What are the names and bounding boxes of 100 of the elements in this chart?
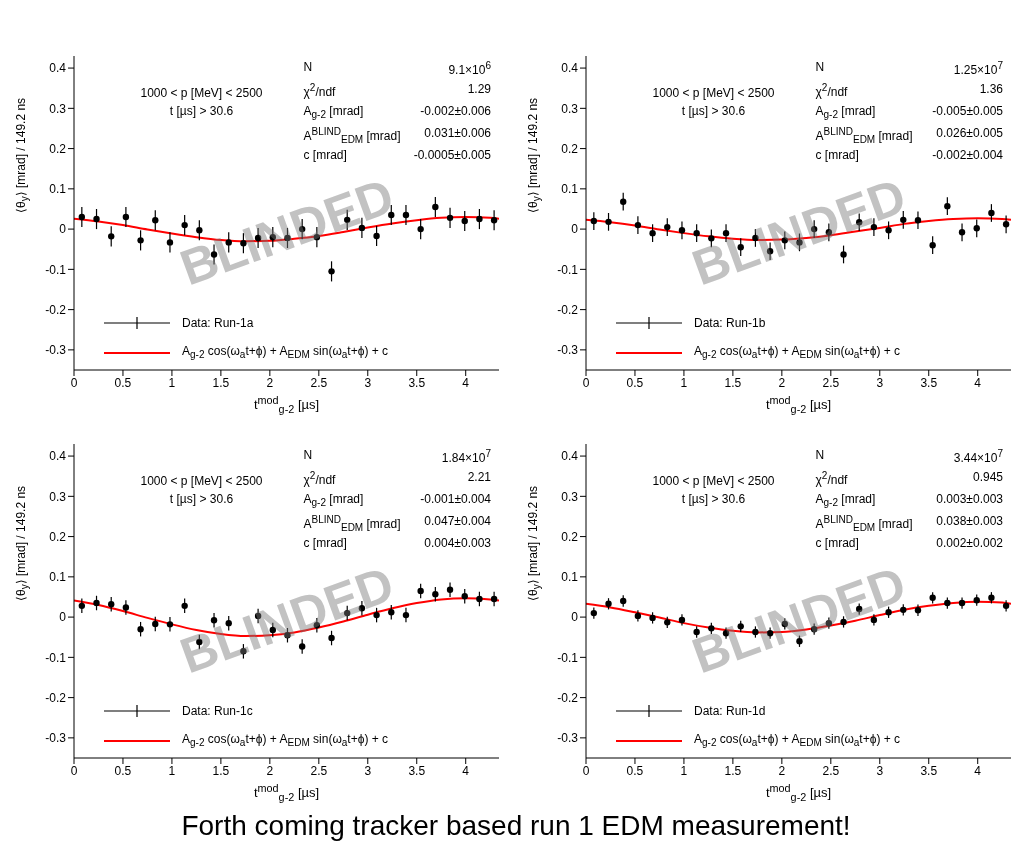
- annotation: -0.005±0.005: [932, 104, 1003, 118]
- annotation: 1000 < p [MeV] < 2500: [140, 474, 263, 488]
- x-tick-label: 4: [462, 763, 470, 778]
- annotation: 0.002±0.002: [936, 536, 1003, 550]
- x-tick-label: 1: [680, 375, 688, 390]
- x-tick-label: 4: [974, 763, 982, 778]
- y-tick-label: 0.1: [49, 570, 67, 585]
- annotation: A$^{BLIND}$$_{EDM}$ [mrad]: [303, 514, 401, 534]
- annotation: t [µs] > 30.6: [169, 492, 234, 506]
- y-tick-label: 0.3: [561, 489, 579, 504]
- x-tick-label: 0.5: [626, 763, 644, 778]
- x-axis-title: t$^{mod}$$_{g-2}$ [µs]: [765, 394, 832, 415]
- x-axis-title: t$^{mod}$$_{g-2}$ [µs]: [253, 394, 320, 415]
- x-tick-label: 1: [680, 763, 688, 778]
- annotation: 0.026±0.005: [936, 126, 1003, 140]
- y-tick-label: 0.3: [561, 101, 579, 116]
- x-tick-label: 1.5: [212, 763, 230, 778]
- x-tick-label: 3.5: [408, 763, 426, 778]
- x-axis-title: t$^{mod}$$_{g-2}$ [µs]: [765, 782, 832, 803]
- x-tick-label: 0.5: [114, 763, 132, 778]
- annotation: c [mrad]: [303, 536, 347, 550]
- annotation: A$^{BLIND}$$_{EDM}$ [mrad]: [815, 514, 913, 534]
- annotation: A$^{BLIND}$$_{EDM}$ [mrad]: [815, 126, 913, 146]
- annotation: A$^{BLIND}$$_{EDM}$ [mrad]: [303, 126, 401, 146]
- x-tick-label: 3.5: [920, 375, 938, 390]
- annotation: N: [815, 448, 825, 462]
- y-tick-label: -0.2: [557, 302, 579, 317]
- y-tick-label: 0.4: [49, 61, 67, 76]
- y-tick-label: 0: [59, 222, 67, 237]
- y-tick-label: 0.1: [561, 182, 579, 197]
- annotation: 0.003±0.003: [936, 492, 1003, 506]
- y-tick-label: -0.3: [557, 731, 579, 746]
- annotation: χ$^{2}$/ndf: [303, 82, 336, 99]
- x-tick-label: 1: [168, 375, 176, 390]
- y-tick-label: 0.1: [49, 182, 67, 197]
- y-tick-label: 0.2: [49, 529, 67, 544]
- y-tick-label: 0.1: [561, 570, 579, 585]
- annotation: 1000 < p [MeV] < 2500: [140, 86, 263, 100]
- annotation: 0.031±0.006: [424, 126, 491, 140]
- annotation: c [mrad]: [815, 536, 859, 550]
- annotation: t [µs] > 30.6: [169, 104, 234, 118]
- y-tick-label: 0.4: [561, 61, 579, 76]
- x-tick-label: 4: [974, 375, 982, 390]
- annotation: 1000 < p [MeV] < 2500: [652, 474, 775, 488]
- annotation: t [µs] > 30.6: [681, 492, 746, 506]
- annotation: N: [815, 60, 825, 74]
- y-tick-label: -0.3: [557, 343, 579, 358]
- y-tick-label: -0.1: [45, 262, 67, 277]
- annotation: -0.0005±0.005: [413, 148, 491, 162]
- y-tick-label: -0.1: [557, 650, 579, 665]
- text: A$_{g-2}$ cos(ω$_{a}$t+ϕ) + A$_{EDM}$ sin(ω$_{a}$t+ϕ) + c: [694, 343, 901, 361]
- annotation: χ$^{2}$/ndf: [815, 82, 848, 99]
- x-tick-label: 3.5: [920, 763, 938, 778]
- text: Data: Run-1a: [182, 315, 254, 332]
- annotation: N: [303, 60, 313, 74]
- y-tick-label: 0: [59, 610, 67, 625]
- text: A$_{g-2}$ cos(ω$_{a}$t+ϕ) + A$_{EDM}$ sin(ω$_{a}$t+ϕ) + c: [182, 343, 389, 361]
- text: Forth coming tracker based run 1 EDM measurement!: [181, 810, 851, 842]
- x-tick-label: 3.5: [408, 375, 426, 390]
- annotation: χ$^{2}$/ndf: [303, 470, 336, 487]
- annotation: 9.1×10$^{6}$: [448, 60, 491, 77]
- x-tick-label: 2.5: [822, 763, 840, 778]
- annotation: 3.44×10$^{7}$: [953, 448, 1003, 465]
- annotation: 0.047±0.004: [424, 514, 491, 528]
- annotation: N: [303, 448, 313, 462]
- x-tick-label: 2.5: [310, 763, 328, 778]
- x-tick-label: 1.5: [724, 375, 742, 390]
- annotation: 0.038±0.003: [936, 514, 1003, 528]
- x-tick-label: 2: [778, 763, 786, 778]
- annotation: c [mrad]: [815, 148, 859, 162]
- y-tick-label: -0.3: [45, 343, 67, 358]
- y-tick-label: -0.2: [45, 302, 67, 317]
- text: A$_{g-2}$ cos(ω$_{a}$t+ϕ) + A$_{EDM}$ sin(ω$_{a}$t+ϕ) + c: [694, 731, 901, 749]
- annotation: χ$^{2}$/ndf: [815, 470, 848, 487]
- annotation: -0.002±0.006: [420, 104, 491, 118]
- y-tick-label: -0.1: [557, 262, 579, 277]
- y-tick-label: 0: [571, 222, 579, 237]
- x-tick-label: 2: [266, 375, 274, 390]
- y-tick-label: 0.2: [561, 141, 579, 156]
- annotation: 1.29: [467, 82, 491, 96]
- x-tick-label: 0.5: [114, 375, 132, 390]
- annotation: 0.004±0.003: [424, 536, 491, 550]
- annotation: -0.001±0.004: [420, 492, 491, 506]
- y-tick-label: 0.4: [561, 449, 579, 464]
- x-tick-label: 0: [582, 763, 590, 778]
- y-tick-label: -0.3: [45, 731, 67, 746]
- annotation: 0.945: [972, 470, 1003, 484]
- x-axis-title: t$^{mod}$$_{g-2}$ [µs]: [253, 782, 320, 803]
- y-tick-label: 0.2: [49, 141, 67, 156]
- x-tick-label: 1.5: [212, 375, 230, 390]
- x-tick-label: 2: [778, 375, 786, 390]
- y-tick-label: 0.4: [49, 449, 67, 464]
- y-tick-label: 0: [571, 610, 579, 625]
- annotation: 1000 < p [MeV] < 2500: [652, 86, 775, 100]
- annotation: A$_{g-2}$ [mrad]: [815, 104, 876, 121]
- annotation: A$_{g-2}$ [mrad]: [815, 492, 876, 509]
- x-tick-label: 0.5: [626, 375, 644, 390]
- y-tick-label: -0.2: [557, 690, 579, 705]
- text: Data: Run-1c: [182, 703, 253, 720]
- x-tick-label: 4: [462, 375, 470, 390]
